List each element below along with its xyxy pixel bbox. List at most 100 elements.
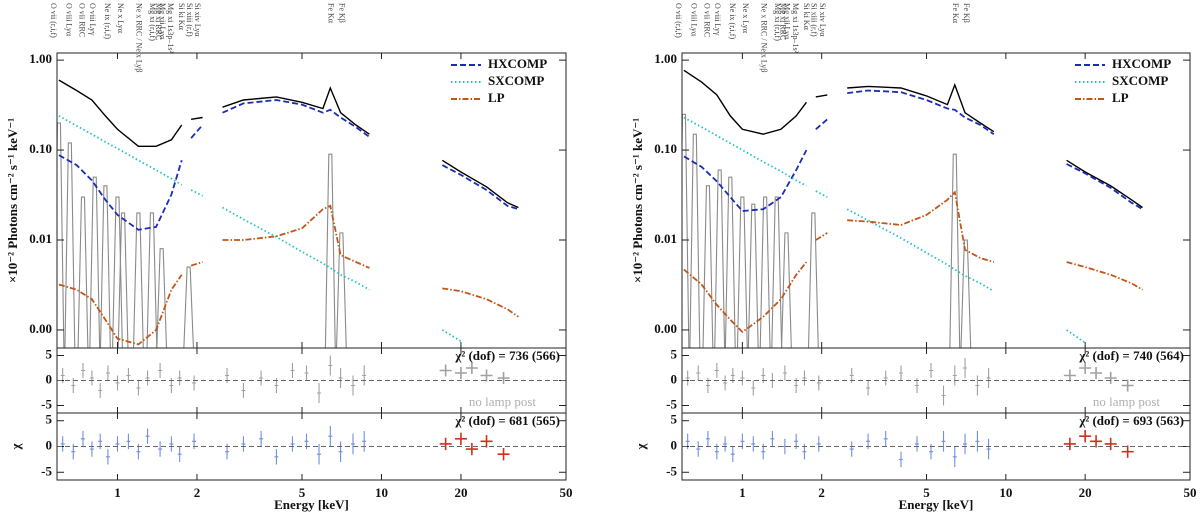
residual-point bbox=[259, 370, 264, 386]
residual-point bbox=[328, 355, 333, 376]
residual-point bbox=[480, 369, 493, 382]
x-tick-label: 20 bbox=[454, 485, 467, 500]
emission-line bbox=[759, 196, 771, 348]
y-tick-label: 0.01 bbox=[654, 231, 677, 246]
residual-point bbox=[963, 358, 968, 378]
emission-line bbox=[807, 212, 819, 348]
emission-line bbox=[682, 113, 690, 348]
residual-point bbox=[929, 363, 934, 378]
residual-point bbox=[105, 449, 110, 465]
residual-point bbox=[98, 383, 103, 398]
plot-area bbox=[685, 358, 1134, 406]
residual-point bbox=[480, 435, 493, 448]
residual-point bbox=[986, 438, 991, 460]
series-line bbox=[683, 89, 1143, 212]
x-tick-label: 10 bbox=[375, 485, 388, 500]
x-tick-label: 1 bbox=[114, 485, 121, 500]
residual-point bbox=[60, 436, 65, 452]
residual-point bbox=[1063, 437, 1076, 451]
residual-point bbox=[714, 363, 719, 378]
emission-line bbox=[714, 169, 726, 348]
line-label: O vii (r,i,f) bbox=[674, 3, 683, 38]
emission-line bbox=[57, 122, 65, 348]
residual-point bbox=[80, 431, 85, 447]
residual-point bbox=[497, 372, 510, 384]
note: no lamp post bbox=[469, 394, 537, 409]
line-label: Mg xii Lyα bbox=[158, 3, 167, 40]
residual-point bbox=[304, 365, 309, 381]
emission-line bbox=[771, 196, 783, 348]
series-line bbox=[58, 99, 519, 231]
residual-point bbox=[362, 365, 367, 386]
y-tick-label: 5 bbox=[46, 412, 53, 427]
residual-point bbox=[136, 380, 141, 396]
emission-line bbox=[689, 133, 701, 348]
x-tick-label: 2 bbox=[818, 485, 825, 500]
y-axis-label: ×10⁻² Photons cm⁻² s⁻¹ keV⁻¹ bbox=[5, 118, 20, 283]
residual-point bbox=[338, 441, 343, 462]
line-label: Si xiii (r,f) bbox=[810, 3, 819, 37]
line-label: Mg xi (r,i,f) bbox=[773, 3, 782, 41]
residual-point bbox=[158, 441, 163, 457]
series-line bbox=[58, 79, 519, 209]
emission-line bbox=[949, 153, 961, 348]
residual-point bbox=[1104, 437, 1117, 451]
y-tick-label: 0 bbox=[671, 371, 678, 386]
emission-line bbox=[64, 142, 76, 348]
y-tick-label: 0.10 bbox=[29, 141, 52, 156]
line-label: O viii Lyγ bbox=[88, 3, 97, 36]
residual-point bbox=[1090, 435, 1103, 448]
residual-point bbox=[274, 449, 279, 465]
residual-point bbox=[849, 441, 854, 457]
residual-point bbox=[883, 431, 888, 447]
residual-point bbox=[145, 370, 150, 386]
residual-point bbox=[241, 436, 246, 452]
y-axis-label: χ bbox=[8, 443, 23, 451]
line-label: Mg xi RRC bbox=[154, 3, 163, 40]
y-tick-label: 0 bbox=[46, 371, 53, 386]
chi2-label: χ² (dof) = 693 (563) bbox=[1078, 413, 1184, 428]
residual-point bbox=[941, 385, 946, 406]
line-label: O vii RRC bbox=[78, 3, 87, 37]
emission-line bbox=[324, 153, 336, 348]
line-label: Ne ix (r,i,f) bbox=[728, 3, 737, 39]
residual-point bbox=[177, 370, 182, 386]
residual-point bbox=[126, 368, 131, 383]
residual-point bbox=[898, 365, 903, 381]
residual-point bbox=[816, 436, 821, 452]
plot-area bbox=[60, 425, 510, 465]
line-label: Si xiv Lyα bbox=[193, 3, 202, 37]
residual-point bbox=[454, 367, 467, 379]
residual-point bbox=[730, 446, 735, 462]
emission-line bbox=[99, 185, 111, 348]
line-label: Si ki Kα bbox=[177, 3, 186, 31]
x-tick-label: 20 bbox=[1079, 485, 1092, 500]
x-tick-label: 1 bbox=[739, 485, 746, 500]
legend-label: SXCOMP bbox=[488, 73, 544, 88]
residual-point bbox=[317, 383, 322, 403]
line-label: Fe Kβ bbox=[338, 3, 347, 23]
emission-line bbox=[736, 196, 748, 348]
line-label: Fe Kα bbox=[326, 3, 335, 24]
x-tick-label: 50 bbox=[560, 485, 573, 500]
legend-label: LP bbox=[488, 90, 505, 105]
line-label: Fe Kβ bbox=[962, 3, 971, 23]
plot-area bbox=[682, 69, 1143, 348]
emission-line bbox=[117, 212, 129, 348]
emission-line bbox=[747, 203, 759, 348]
plot-area bbox=[685, 430, 1134, 468]
residual-point bbox=[338, 368, 343, 388]
residual-point bbox=[975, 431, 980, 452]
x-tick-label: 2 bbox=[194, 485, 201, 500]
residual-point bbox=[126, 433, 131, 450]
residual-point bbox=[705, 431, 710, 447]
y-tick-label: 0.00 bbox=[654, 321, 677, 336]
residual-point bbox=[1090, 367, 1103, 379]
residual-point bbox=[770, 431, 775, 447]
chi2-label: χ² (dof) = 681 (565) bbox=[454, 413, 560, 428]
residual-point bbox=[883, 370, 888, 386]
emission-line bbox=[702, 185, 714, 348]
residual-point bbox=[696, 365, 701, 381]
emission-line bbox=[960, 239, 972, 348]
